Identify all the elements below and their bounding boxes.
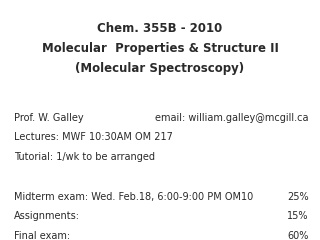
Text: Molecular  Properties & Structure II: Molecular Properties & Structure II bbox=[42, 42, 278, 55]
Text: 25%: 25% bbox=[287, 192, 309, 202]
Text: 15%: 15% bbox=[287, 211, 309, 221]
Text: email: william.galley@mcgill.ca: email: william.galley@mcgill.ca bbox=[155, 113, 309, 123]
Text: Final exam:: Final exam: bbox=[14, 231, 70, 240]
Text: Lectures: MWF 10:30AM OM 217: Lectures: MWF 10:30AM OM 217 bbox=[14, 132, 173, 143]
Text: Prof. W. Galley: Prof. W. Galley bbox=[14, 113, 84, 123]
Text: 60%: 60% bbox=[287, 231, 309, 240]
Text: Midterm exam: Wed. Feb.18, 6:00-9:00 PM OM10: Midterm exam: Wed. Feb.18, 6:00-9:00 PM … bbox=[14, 192, 254, 202]
Text: Chem. 355B - 2010: Chem. 355B - 2010 bbox=[97, 22, 223, 35]
Text: Tutorial: 1/wk to be arranged: Tutorial: 1/wk to be arranged bbox=[14, 152, 156, 162]
Text: Assignments:: Assignments: bbox=[14, 211, 80, 221]
Text: (Molecular Spectroscopy): (Molecular Spectroscopy) bbox=[76, 62, 244, 75]
